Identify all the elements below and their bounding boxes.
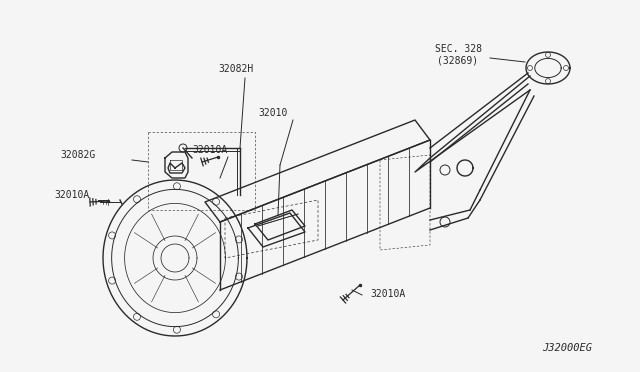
Text: 32010A: 32010A <box>370 289 405 299</box>
Text: 32082H: 32082H <box>218 64 253 74</box>
Text: 32010A: 32010A <box>54 190 89 200</box>
Text: 32082G: 32082G <box>60 150 95 160</box>
Text: 32010A: 32010A <box>192 145 227 155</box>
Text: J32000EG: J32000EG <box>542 343 592 353</box>
Text: SEC. 328: SEC. 328 <box>435 44 482 54</box>
Text: (32869): (32869) <box>437 55 478 65</box>
Text: 32010: 32010 <box>258 108 287 118</box>
